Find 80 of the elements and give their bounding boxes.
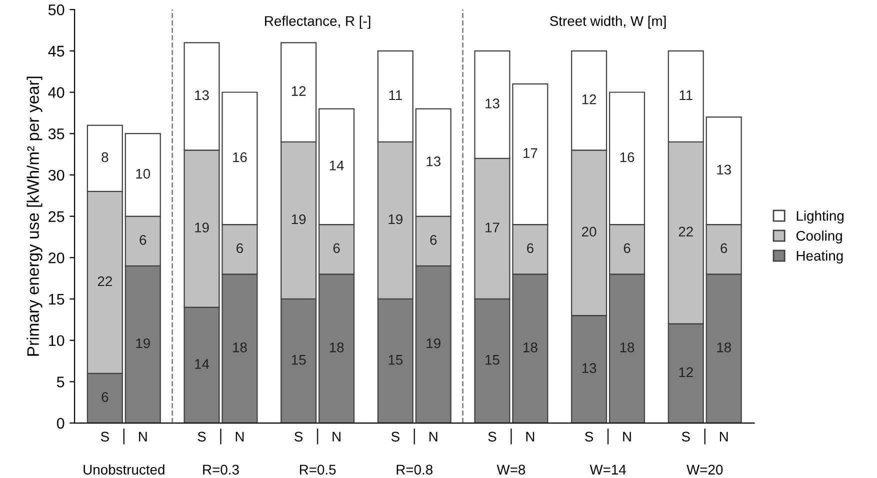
data-label: 6 [333, 243, 340, 254]
data-label: 6 [430, 234, 437, 245]
data-label: 15 [388, 355, 403, 365]
x-tick-label: S [391, 432, 400, 442]
data-label: 6 [527, 243, 534, 254]
data-label: 11 [389, 90, 402, 100]
x-tick-label: N [429, 432, 438, 442]
data-label: 17 [524, 148, 538, 158]
x-tick-label: S [294, 432, 303, 442]
y-tick-label: 0 [56, 418, 64, 429]
y-tick-label: 30 [48, 170, 64, 181]
x-tick-label: N [526, 432, 534, 442]
y-tick-label: 10 [48, 335, 64, 346]
data-label: 13 [426, 156, 440, 166]
data-label: 12 [582, 94, 596, 104]
data-label: 11 [680, 90, 692, 100]
data-label: 18 [717, 342, 731, 352]
data-label: 18 [524, 342, 538, 352]
text: Unobstructed [84, 464, 164, 475]
data-label: 19 [426, 338, 440, 348]
data-label: 14 [195, 359, 210, 369]
data-label: 15 [486, 355, 500, 365]
y-tick-label: 15 [48, 294, 64, 305]
data-label: 19 [292, 214, 306, 224]
legend-label: Lighting [796, 210, 844, 224]
annotation: Reflectance, R [-] [265, 16, 370, 29]
legend-label: Cooling [796, 230, 842, 244]
y-tick-label: 25 [48, 211, 64, 222]
data-label: 6 [236, 243, 243, 254]
data-label: 19 [388, 214, 402, 224]
data-label: 18 [330, 342, 344, 352]
x-tick-label: S [100, 432, 109, 442]
data-label: 18 [233, 342, 247, 352]
text: W=20 [686, 464, 723, 475]
data-label: 13 [195, 90, 209, 100]
data-label: 16 [233, 152, 247, 162]
data-label: 17 [486, 222, 500, 232]
data-label: 19 [195, 222, 209, 232]
y-tick-label: 50 [48, 4, 64, 16]
data-label: 20 [582, 226, 596, 237]
text: R=0.5 [300, 464, 336, 475]
data-label: 13 [486, 98, 500, 108]
x-tick-label: N [332, 432, 340, 442]
data-label: 10 [136, 168, 150, 179]
annotation: Street width, W [m] [550, 16, 666, 29]
y-axis-title: Primary energy use [kWh/m² per year] [26, 76, 42, 356]
text: W=14 [590, 464, 626, 474]
data-label: 22 [678, 226, 693, 236]
data-label: 6 [102, 392, 108, 402]
x-tick-label: S [488, 432, 496, 442]
data-label: 12 [679, 367, 693, 378]
x-tick-label: N [720, 432, 728, 442]
data-label: 15 [292, 355, 306, 365]
y-tick-label: 45 [48, 46, 64, 57]
data-label: 22 [98, 276, 112, 286]
data-label: 6 [624, 243, 630, 254]
x-tick-label: N [139, 432, 147, 442]
x-tick-label: N [623, 432, 631, 442]
data-label: 13 [582, 363, 596, 374]
data-label: 12 [292, 86, 306, 96]
data-label: 13 [717, 164, 731, 175]
data-label: 19 [136, 338, 150, 348]
x-tick-label: S [198, 432, 206, 442]
data-label: 16 [620, 152, 634, 162]
x-tick-label: S [585, 432, 594, 442]
data-label: 18 [620, 342, 634, 352]
data-label: 8 [102, 152, 108, 162]
y-tick-label: 20 [48, 252, 64, 264]
x-tick-label: S [682, 432, 690, 442]
text: R=0.3 [203, 464, 239, 475]
legend-label: Heating [796, 250, 843, 264]
y-tick-label: 40 [48, 87, 64, 98]
x-tick-label: N [236, 432, 244, 442]
text: W=8 [496, 464, 526, 475]
data-label: 14 [330, 160, 344, 170]
y-tick-label: 5 [56, 376, 64, 388]
text: R=0.8 [396, 464, 433, 475]
y-tick-label: 35 [48, 128, 64, 140]
data-label: 6 [720, 243, 728, 254]
data-label: 6 [140, 234, 146, 245]
